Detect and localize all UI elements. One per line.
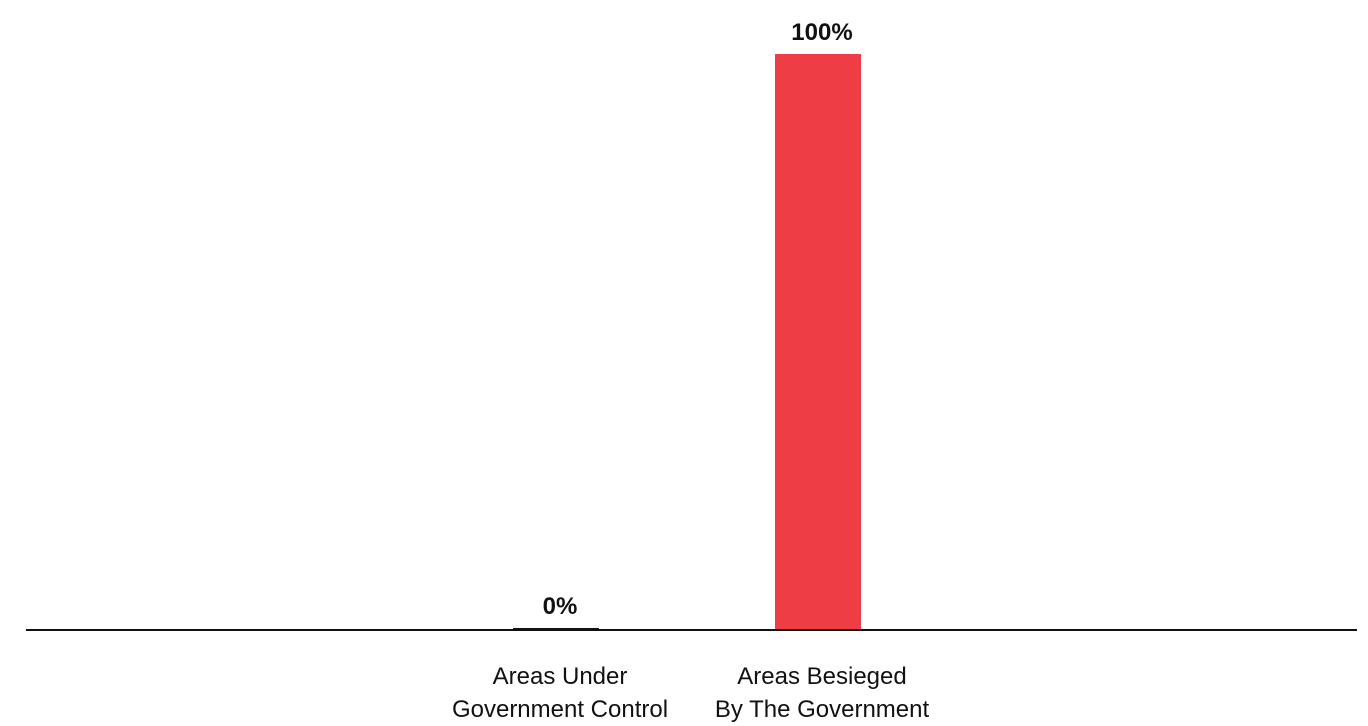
value-label-1: 100% [791, 19, 852, 46]
bar-1 [775, 54, 861, 630]
category-label-1-line-0: Areas Besieged [737, 663, 906, 690]
category-label-1-line-1: By The Government [715, 696, 930, 723]
value-labels-group: 0% 100% [543, 19, 853, 620]
category-label-0-line-0: Areas Under [493, 663, 628, 690]
category-labels-group: Areas Under Government Control Areas Besie… [452, 663, 930, 723]
value-label-0: 0% [543, 593, 578, 620]
category-label-0-line-1: Government Control [452, 696, 668, 723]
bars-group [513, 54, 861, 630]
